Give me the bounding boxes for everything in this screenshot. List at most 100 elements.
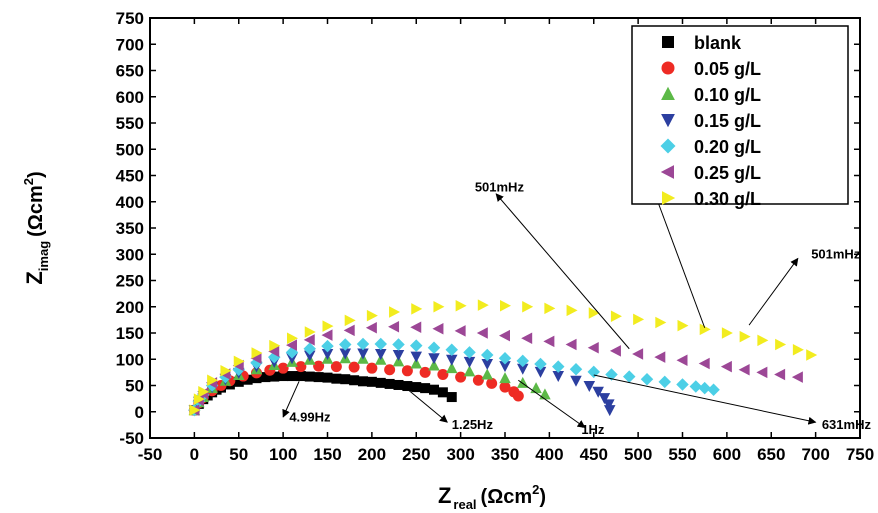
data-point <box>721 327 733 339</box>
data-point <box>401 365 413 377</box>
x-tick-label: 600 <box>713 445 741 464</box>
data-point <box>339 348 351 360</box>
data-point <box>587 341 599 354</box>
data-point <box>356 337 370 351</box>
data-point <box>587 365 600 379</box>
x-tick-label: 650 <box>757 445 785 464</box>
y-tick-label: 500 <box>116 140 144 159</box>
data-point <box>410 339 423 352</box>
data-point <box>676 378 689 391</box>
data-point <box>539 388 551 400</box>
data-point <box>486 377 498 389</box>
data-point <box>366 309 378 322</box>
y-tick-label: 400 <box>116 193 144 212</box>
annotation-arrow <box>402 385 448 423</box>
data-point <box>295 361 307 373</box>
data-point <box>343 324 355 337</box>
data-point <box>565 338 577 351</box>
x-tick-label: 250 <box>402 445 430 464</box>
data-point <box>530 382 542 394</box>
data-point <box>463 356 476 368</box>
legend-label: 0.15 g/L <box>694 111 761 131</box>
y-axis-label: Zimag (Ωcm2) <box>21 171 51 284</box>
data-point <box>774 368 786 381</box>
data-point <box>598 393 611 405</box>
data-point <box>566 304 578 317</box>
data-point <box>349 375 360 386</box>
y-axis-label-main: Z <box>22 271 47 284</box>
annotation-arrow <box>654 195 706 328</box>
data-point <box>552 371 564 383</box>
x-axis-label-unit: (Ωcm <box>481 486 533 508</box>
data-point <box>640 372 654 386</box>
data-point <box>340 374 351 385</box>
data-point <box>277 362 289 374</box>
data-point <box>278 371 289 382</box>
data-point <box>384 364 396 376</box>
data-point <box>654 351 666 363</box>
legend-label: 0.05 g/L <box>694 59 761 79</box>
data-point <box>428 359 440 371</box>
x-tick-label: 500 <box>624 445 652 464</box>
y-tick-label: 300 <box>116 245 144 264</box>
data-point <box>304 371 315 382</box>
data-point <box>233 355 245 368</box>
y-axis-label-unit: (Ωcm <box>25 185 47 237</box>
y-axis-label-sup: 2 <box>21 178 36 185</box>
data-point <box>313 372 324 383</box>
data-point <box>757 334 769 347</box>
data-point <box>437 368 449 380</box>
y-tick-label: 600 <box>116 88 144 107</box>
data-point <box>512 390 524 402</box>
y-axis-ticks: -50 0 50 100 150 200 250 300 350 400 450 500 550 600 6… <box>116 9 860 448</box>
legend-marker <box>660 165 674 179</box>
data-point <box>609 345 621 357</box>
data-series <box>188 299 818 417</box>
data-point <box>375 349 387 360</box>
data-point <box>698 357 710 370</box>
annotation-arrow <box>748 257 799 326</box>
data-point <box>233 376 244 387</box>
data-point <box>420 383 431 394</box>
x-tick-label: -50 <box>138 445 163 464</box>
legend-marker <box>662 191 676 205</box>
data-point <box>392 350 405 362</box>
data-point <box>321 339 334 353</box>
y-axis-label-close: ) <box>25 171 47 178</box>
frequency-label: 1.25Hz <box>452 417 494 432</box>
data-point <box>321 349 334 360</box>
data-point <box>738 364 750 376</box>
data-point <box>269 371 280 382</box>
y-tick-label: 150 <box>116 324 144 343</box>
frequency-label: 631mHz <box>822 417 872 432</box>
data-point <box>433 301 445 313</box>
data-point <box>775 338 787 351</box>
y-tick-label: 450 <box>116 167 144 186</box>
legend-marker <box>661 61 675 75</box>
data-point <box>446 354 458 366</box>
data-point <box>365 322 377 334</box>
legend: blank 0.05 g/L 0.10 g/L 0.15 g/L 0.20 g/L 0.2… <box>631 25 849 209</box>
data-point <box>427 341 441 354</box>
x-tick-label: 700 <box>801 445 829 464</box>
x-tick-label: 50 <box>229 445 248 464</box>
y-tick-label: 350 <box>116 219 144 238</box>
x-tick-label: 300 <box>446 445 474 464</box>
y-tick-label: 100 <box>116 350 144 369</box>
data-point <box>193 393 205 405</box>
data-point <box>388 320 400 333</box>
data-point <box>552 360 565 373</box>
data-point <box>344 314 356 327</box>
data-point <box>756 366 768 379</box>
data-point <box>410 351 422 363</box>
data-point <box>220 365 232 377</box>
legend-label: blank <box>694 33 742 53</box>
data-point <box>544 302 556 315</box>
legend-marker <box>661 114 675 128</box>
data-point <box>476 327 488 339</box>
data-point <box>454 325 466 337</box>
legend-marker <box>662 36 674 48</box>
